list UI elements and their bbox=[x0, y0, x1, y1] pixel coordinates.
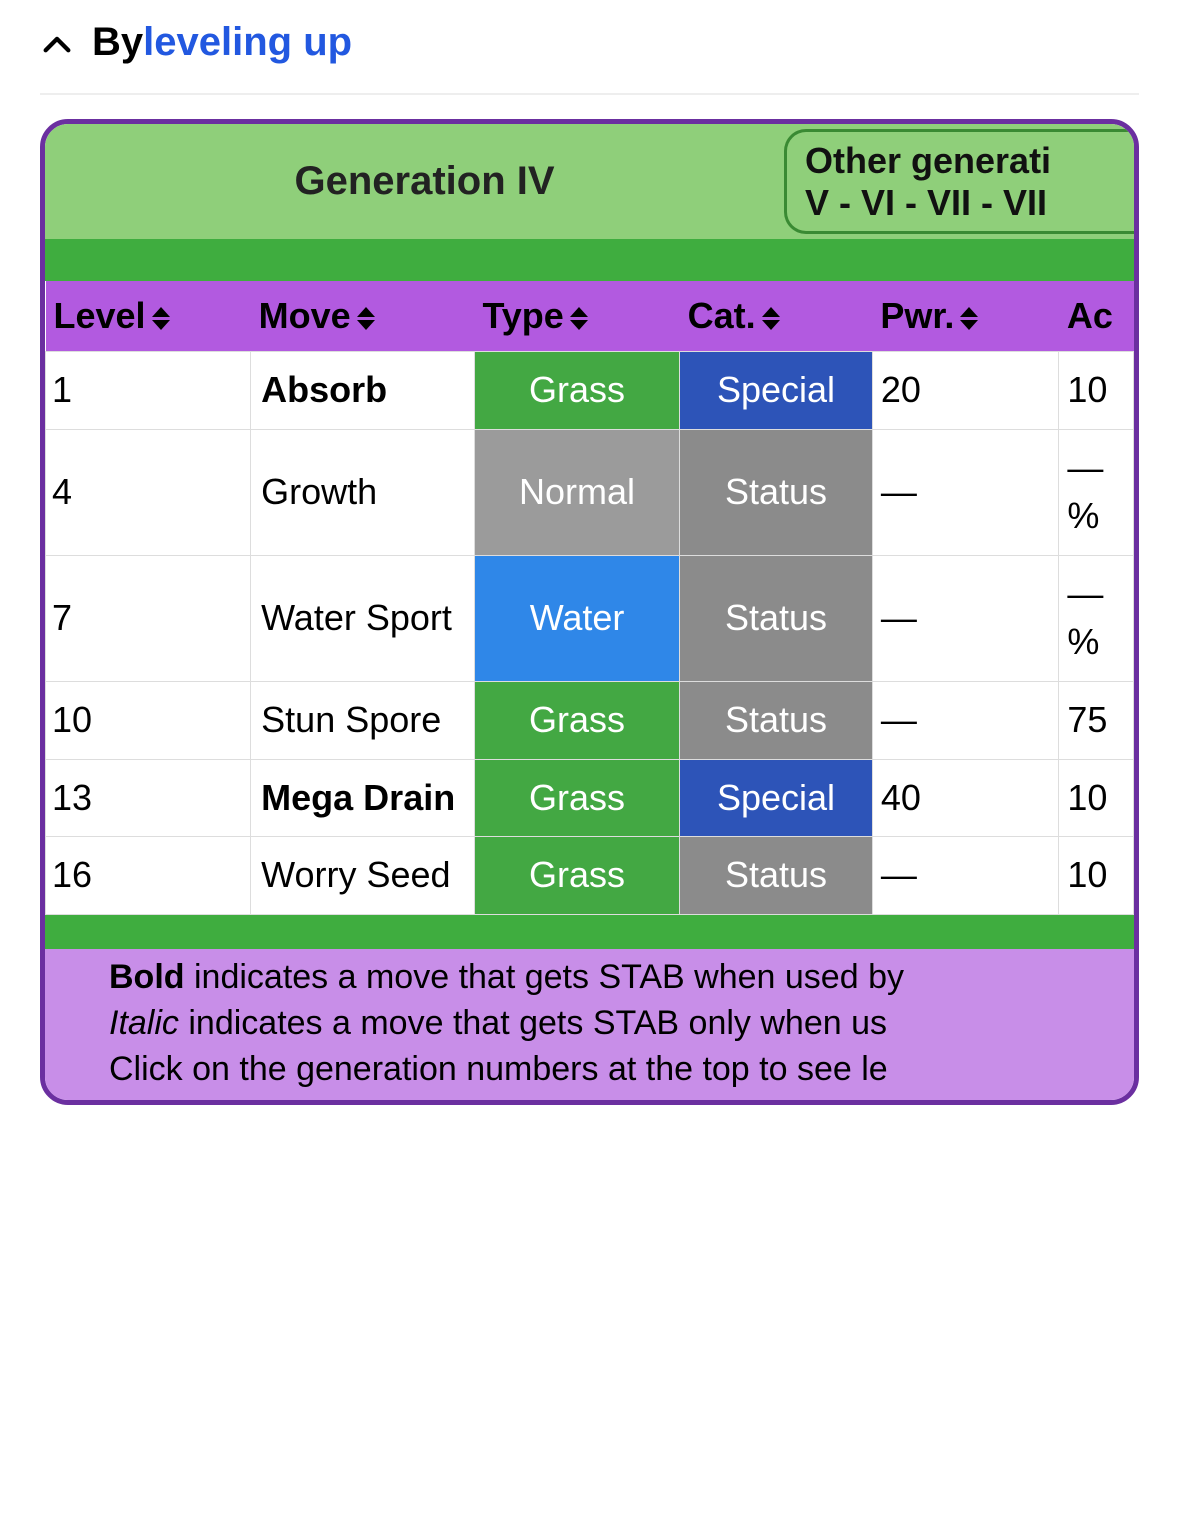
cell-level: 7 bbox=[46, 555, 251, 681]
section-divider bbox=[40, 93, 1139, 95]
note-item: Bold indicates a move that gets STAB whe… bbox=[109, 955, 1124, 1001]
cell-power: — bbox=[872, 681, 1059, 759]
cell-type[interactable]: Grass bbox=[474, 681, 679, 759]
table-row: 13Mega DrainGrassSpecial4010 bbox=[46, 759, 1134, 837]
cell-move[interactable]: Water Sport bbox=[251, 555, 475, 681]
cell-type[interactable]: Grass bbox=[474, 352, 679, 430]
sort-icon[interactable] bbox=[357, 307, 375, 330]
notes-area: Bold indicates a move that gets STAB whe… bbox=[45, 949, 1134, 1101]
cell-move[interactable]: Worry Seed bbox=[251, 837, 475, 915]
cell-accuracy: 10 bbox=[1059, 759, 1134, 837]
note-emph: Bold bbox=[109, 958, 185, 996]
cell-level: 4 bbox=[46, 429, 251, 555]
strip-bottom bbox=[45, 915, 1134, 949]
notes-list: Bold indicates a move that gets STAB whe… bbox=[83, 955, 1124, 1093]
header-row: Level Move Type Cat. Pwr. Ac bbox=[46, 281, 1134, 352]
cell-category[interactable]: Status bbox=[680, 429, 873, 555]
column-header-label: Type bbox=[482, 295, 563, 336]
column-header-acc[interactable]: Ac bbox=[1059, 281, 1134, 352]
cell-accuracy: —% bbox=[1059, 429, 1134, 555]
sort-icon[interactable] bbox=[762, 307, 780, 330]
table-row: 4GrowthNormalStatus——% bbox=[46, 429, 1134, 555]
cell-level: 16 bbox=[46, 837, 251, 915]
cell-accuracy: 75 bbox=[1059, 681, 1134, 759]
note-text: indicates a move that gets STAB when use… bbox=[185, 958, 904, 996]
moves-table-body: 1AbsorbGrassSpecial20104GrowthNormalStat… bbox=[46, 352, 1134, 915]
column-header-cat[interactable]: Cat. bbox=[680, 281, 873, 352]
heading-link[interactable]: leveling up bbox=[143, 20, 352, 65]
table-row: 7Water SportWaterStatus——% bbox=[46, 555, 1134, 681]
section-heading[interactable]: By leveling up bbox=[40, 20, 1139, 65]
column-header-label: Pwr. bbox=[880, 295, 954, 336]
generation-header: Generation IV Other generati V - VI - VI… bbox=[45, 124, 1134, 239]
cell-power: — bbox=[872, 837, 1059, 915]
column-header-pwr[interactable]: Pwr. bbox=[872, 281, 1059, 352]
cell-move[interactable]: Mega Drain bbox=[251, 759, 475, 837]
table-row: 1AbsorbGrassSpecial2010 bbox=[46, 352, 1134, 430]
heading-prefix: By bbox=[92, 20, 143, 65]
cell-level: 13 bbox=[46, 759, 251, 837]
generation-title: Generation IV bbox=[85, 159, 784, 204]
cell-power: 40 bbox=[872, 759, 1059, 837]
column-header-type[interactable]: Type bbox=[474, 281, 679, 352]
cell-move[interactable]: Stun Spore bbox=[251, 681, 475, 759]
other-generations-list[interactable]: V - VI - VII - VII bbox=[805, 182, 1134, 223]
cell-power: — bbox=[872, 429, 1059, 555]
cell-move[interactable]: Absorb bbox=[251, 352, 475, 430]
sort-icon[interactable] bbox=[960, 307, 978, 330]
sort-icon[interactable] bbox=[570, 307, 588, 330]
cell-level: 10 bbox=[46, 681, 251, 759]
table-row: 16Worry SeedGrassStatus—10 bbox=[46, 837, 1134, 915]
cell-type[interactable]: Water bbox=[474, 555, 679, 681]
other-generations-label: Other generati bbox=[805, 140, 1134, 181]
cell-type[interactable]: Grass bbox=[474, 837, 679, 915]
column-header-move[interactable]: Move bbox=[251, 281, 475, 352]
cell-move[interactable]: Growth bbox=[251, 429, 475, 555]
cell-power: — bbox=[872, 555, 1059, 681]
cell-category[interactable]: Status bbox=[680, 681, 873, 759]
cell-type[interactable]: Normal bbox=[474, 429, 679, 555]
moves-table-head: Level Move Type Cat. Pwr. Ac bbox=[46, 281, 1134, 352]
note-text: Click on the generation numbers at the t… bbox=[109, 1050, 888, 1088]
page-root: By leveling up Generation IV Other gener… bbox=[0, 0, 1179, 1145]
column-header-label: Move bbox=[259, 295, 351, 336]
cell-power: 20 bbox=[872, 352, 1059, 430]
note-item: Click on the generation numbers at the t… bbox=[109, 1047, 1124, 1093]
note-emph: Italic bbox=[109, 1004, 179, 1042]
cell-category[interactable]: Special bbox=[680, 352, 873, 430]
column-header-label: Ac bbox=[1067, 295, 1113, 336]
strip-top bbox=[45, 239, 1134, 281]
note-text: indicates a move that gets STAB only whe… bbox=[179, 1004, 887, 1042]
cell-level: 1 bbox=[46, 352, 251, 430]
note-item: Italic indicates a move that gets STAB o… bbox=[109, 1001, 1124, 1047]
other-generations-box[interactable]: Other generati V - VI - VII - VII bbox=[784, 129, 1134, 234]
column-header-label: Level bbox=[54, 295, 146, 336]
cell-accuracy: 10 bbox=[1059, 352, 1134, 430]
cell-type[interactable]: Grass bbox=[474, 759, 679, 837]
cell-accuracy: —% bbox=[1059, 555, 1134, 681]
moves-table: LevelMoveTypeCat.Pwr.Ac 1AbsorbGrassSpec… bbox=[45, 281, 1134, 915]
cell-category[interactable]: Status bbox=[680, 555, 873, 681]
table-row: 10Stun SporeGrassStatus—75 bbox=[46, 681, 1134, 759]
cell-accuracy: 10 bbox=[1059, 837, 1134, 915]
column-header-level[interactable]: Level bbox=[46, 281, 251, 352]
chevron-up-icon[interactable] bbox=[40, 29, 74, 63]
cell-category[interactable]: Status bbox=[680, 837, 873, 915]
cell-category[interactable]: Special bbox=[680, 759, 873, 837]
column-header-label: Cat. bbox=[688, 295, 756, 336]
moves-card: Generation IV Other generati V - VI - VI… bbox=[40, 119, 1139, 1105]
sort-icon[interactable] bbox=[152, 307, 170, 330]
